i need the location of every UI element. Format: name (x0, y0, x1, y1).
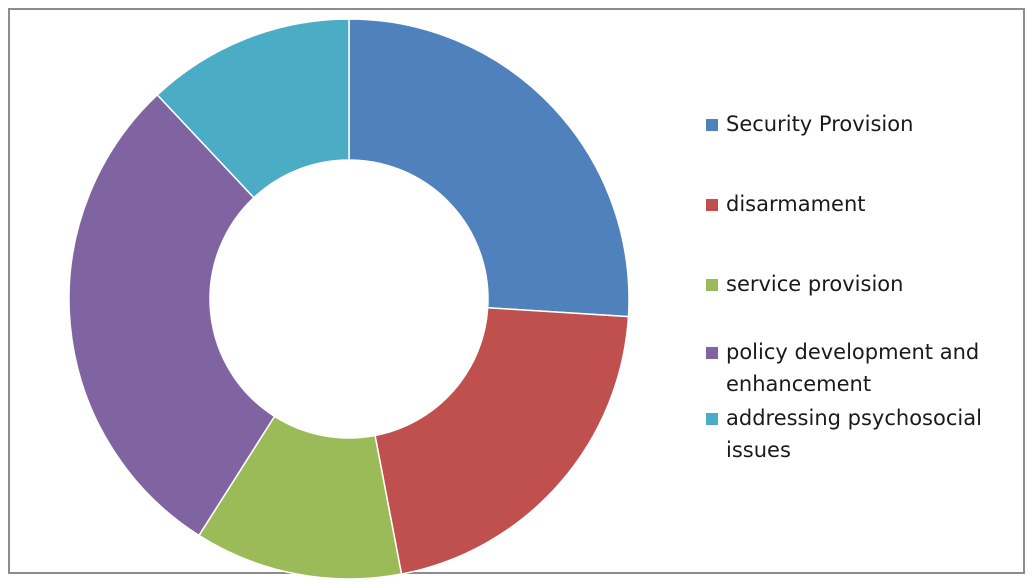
legend-swatch (706, 347, 718, 359)
legend-label: Security Provision (726, 112, 914, 136)
legend-item-security-provision: Security Provision (706, 108, 1026, 140)
donut-slice-policy-development-and-enhancement (68, 93, 276, 537)
legend-label: disarmament (726, 192, 866, 216)
legend-item-addressing-psychosocial: addressing psychosocial issues (706, 402, 1026, 466)
legend-label: addressing psychosocial issues (726, 406, 982, 462)
donut-slice-disarmament (374, 306, 630, 575)
legend-swatch (706, 119, 718, 131)
legend-swatch (706, 199, 718, 211)
legend-item-policy-development: policy development and enhancement (706, 336, 1026, 400)
legend-swatch (706, 413, 718, 425)
legend-label: service provision (726, 272, 904, 296)
legend-item-disarmament: disarmament (706, 188, 1026, 220)
legend-swatch (706, 279, 718, 291)
legend-item-service-provision: service provision (706, 268, 1026, 300)
donut-slice-security-provision (348, 18, 630, 318)
donut-slice-addressing-psychosocial-issues (156, 18, 350, 199)
chart-legend: Security Provision disarmament service p… (706, 108, 1026, 466)
legend-label: policy development and enhancement (726, 340, 980, 396)
